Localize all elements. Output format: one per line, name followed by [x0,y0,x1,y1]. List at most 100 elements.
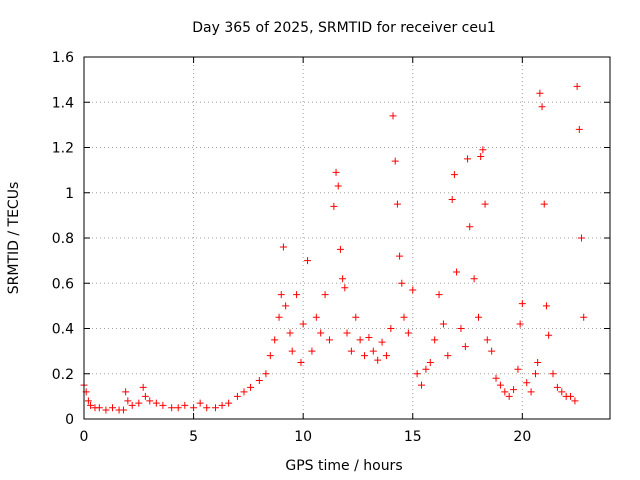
data-point [286,329,294,337]
data-point [262,370,270,378]
data-point [84,397,92,405]
data-point [545,331,553,339]
data-point [297,358,305,366]
data-point [168,404,176,412]
data-point [527,388,535,396]
data-point [418,381,426,389]
data-point [190,404,198,412]
data-point [128,401,136,409]
data-point [580,313,588,321]
data-point [95,404,103,412]
data-point [534,358,542,366]
data-point [181,401,189,409]
y-tick-label: 1.6 [52,50,74,66]
data-point [531,370,539,378]
data-point [365,334,373,342]
data-point [466,223,474,231]
data-point [505,392,513,400]
data-point [404,329,412,337]
data-point [255,377,263,385]
data-point [496,381,504,389]
data-point [343,329,351,337]
data-point [549,370,557,378]
data-point [225,399,233,407]
data-point [501,388,509,396]
data-points [80,82,588,414]
data-point [453,268,461,276]
data-point [308,347,316,355]
data-point [352,313,360,321]
data-point [233,392,241,400]
data-point [398,279,406,287]
data-point [426,358,434,366]
data-point [483,336,491,344]
data-point [387,325,395,332]
data-point [542,302,550,310]
data-point [108,404,116,412]
data-point [139,383,147,391]
data-point [356,336,364,344]
data-point [374,356,382,364]
data-point [514,365,522,373]
data-point [378,338,386,346]
data-point [409,286,417,294]
data-point [336,245,344,253]
data-point [536,89,544,97]
data-point [282,302,290,310]
data-point [538,103,546,111]
data-point [119,406,127,414]
data-point [271,336,279,344]
data-point [279,243,287,251]
y-axis-label: SRMTID / TECUs [6,182,22,295]
data-point [304,257,312,265]
data-point [146,397,154,405]
y-tick-label: 0.4 [52,322,74,338]
grid-lines [84,57,610,419]
data-point [196,399,204,407]
data-point [510,386,518,394]
y-tick-label: 1.4 [52,95,74,111]
data-point [293,291,301,299]
data-point [124,397,132,405]
data-point [553,383,561,391]
data-point [330,202,338,210]
y-tick-label: 0.6 [52,276,74,292]
y-tick-label: 1 [65,186,74,202]
data-point [266,352,274,360]
data-point [492,374,500,382]
data-point [212,404,219,412]
data-point [518,300,526,308]
data-point [540,200,548,208]
data-point [475,313,482,321]
data-point [341,284,349,292]
data-point [369,347,377,355]
data-point [439,320,447,328]
data-point [575,125,583,133]
data-point [288,347,296,355]
data-point [567,392,575,400]
data-point [247,383,255,391]
data-point [435,291,443,299]
data-point [361,352,369,360]
data-point [422,365,430,373]
data-point [141,392,149,400]
data-point [444,352,452,360]
data-point [339,275,347,283]
data-point [122,388,130,396]
tick-labels: 0 0.2 0.4 0.6 0.8 1 1.2 1.4 1.6 0 5 10 15 20 [52,50,532,445]
data-point [135,399,143,407]
axis-ticks [83,56,610,420]
data-point [299,320,307,328]
chart-title: Day 365 of 2025, SRMTID for receiver ceu… [192,20,496,36]
x-tick-label: 5 [189,429,198,445]
data-point [312,313,320,321]
data-point [558,388,566,396]
data-point [321,291,329,299]
data-point [332,168,340,176]
data-point [578,234,586,242]
data-point [481,200,489,208]
y-tick-label: 0.2 [52,367,74,383]
data-point [393,200,401,208]
data-point [413,370,421,378]
